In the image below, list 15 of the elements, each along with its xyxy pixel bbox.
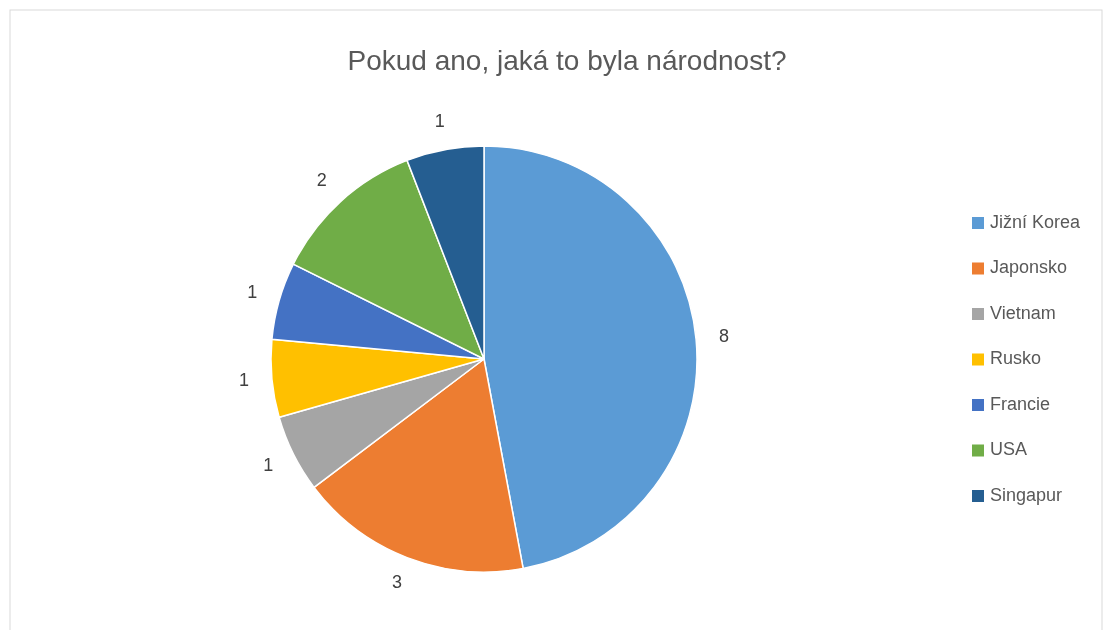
legend-label: Singapur	[990, 484, 1063, 505]
legend-label: Rusko	[990, 348, 1042, 369]
data-label: 1	[263, 455, 274, 476]
legend-label: Francie	[990, 393, 1051, 414]
legend-label: Vietnam	[990, 302, 1056, 323]
data-label: 1	[239, 369, 250, 390]
chart-title: Pokud ano, jaká to byla národnost?	[347, 45, 787, 76]
data-label: 2	[316, 169, 327, 190]
legend-label: Japonsko	[990, 257, 1068, 278]
legend-label: USA	[990, 439, 1028, 460]
data-label: 3	[391, 572, 402, 593]
data-label: 1	[434, 110, 445, 131]
legend-label: Jižní Korea	[990, 211, 1082, 232]
data-label: 8	[718, 325, 729, 346]
data-label: 1	[247, 281, 258, 302]
